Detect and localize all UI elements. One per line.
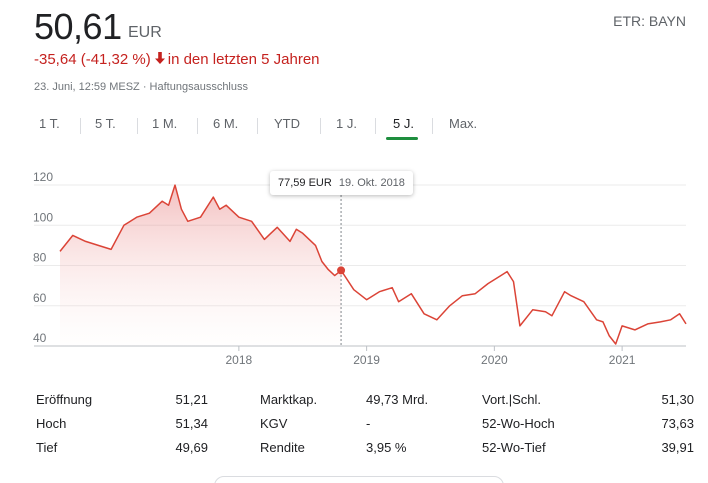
stat-value-high: 51,34 (175, 416, 208, 431)
stat-value-pe-ratio: - (366, 416, 371, 431)
y-tick-label: 60 (33, 291, 47, 305)
change-amount: -35,64 (-41,32 %) (34, 51, 151, 68)
tab-1-day[interactable]: 1 T. (39, 116, 60, 131)
price-area (60, 185, 342, 346)
tab-max[interactable]: Max. (449, 116, 478, 131)
price-change: -35,64 (-41,32 %) in den letzten 5 Jahren (34, 51, 320, 68)
tab-divider (257, 118, 258, 134)
current-price: 50,61 (34, 6, 122, 47)
arrow-down-icon (154, 52, 165, 64)
stat-label-pe-ratio: KGV (260, 416, 288, 431)
stat-label-dividend-yield: Rendite (260, 440, 305, 455)
stat-value-market-cap: 49,73 Mrd. (366, 392, 429, 407)
y-tick-label: 40 (33, 331, 47, 345)
tab-divider (197, 118, 198, 134)
x-tick-label: 2020 (481, 353, 508, 367)
stat-label-low: Tief (36, 440, 58, 455)
tooltip-date: 19. Okt. 2018 (338, 177, 405, 189)
x-tick-label: 2019 (353, 353, 380, 367)
price-tooltip: 77,59 EUR 19. Okt. 2018 (270, 171, 413, 195)
y-tick-label: 120 (33, 170, 53, 184)
timestamp-disclaimer[interactable]: 23. Juni, 12:59 MESZ · Haftungsausschlus… (34, 81, 248, 93)
more-info-button[interactable] (214, 476, 504, 483)
stat-label-market-cap: Marktkap. (260, 392, 318, 407)
tab-1-month[interactable]: 1 M. (152, 116, 178, 131)
hover-point (337, 266, 346, 275)
tab-divider (320, 118, 321, 134)
stat-value-dividend-yield: 3,95 % (366, 440, 407, 455)
tab-divider (80, 118, 81, 134)
tooltip-value: 77,59 EUR (278, 177, 332, 189)
tab-divider (137, 118, 138, 134)
tab-5-years[interactable]: 5 J. (393, 116, 414, 131)
tab-ytd[interactable]: YTD (274, 116, 300, 131)
stat-value-open: 51,21 (175, 392, 208, 407)
stat-value-previous-close: 51,30 (661, 392, 694, 407)
stat-value-low: 49,69 (175, 440, 208, 455)
chart-x-ticks (238, 346, 623, 351)
tab-5-days[interactable]: 5 T. (95, 116, 116, 131)
y-tick-label: 100 (33, 210, 53, 224)
stat-label-high: Hoch (36, 416, 67, 431)
stat-value-52-week-low: 39,91 (661, 440, 694, 455)
price-line (59, 184, 687, 345)
stat-label-52-week-low: 52-Wo-Tief (482, 440, 546, 455)
y-tick-label: 80 (33, 251, 47, 265)
change-period: in den letzten 5 Jahren (167, 51, 320, 68)
price-currency: EUR (128, 24, 162, 41)
tab-1-year[interactable]: 1 J. (336, 116, 357, 131)
stat-label-52-week-high: 52-Wo-Hoch (482, 416, 555, 431)
stat-value-52-week-high: 73,63 (661, 416, 694, 431)
stat-label-previous-close: Vort.|Schl. (482, 392, 542, 407)
tab-6-months[interactable]: 6 M. (213, 116, 239, 131)
stat-label-open: Eröffnung (36, 392, 93, 407)
chart-axis-labels: 120 100 80 60 40 2018 2019 2020 2021 (33, 170, 636, 367)
ticker-symbol: ETR: BAYN (613, 13, 686, 29)
x-tick-label: 2018 (226, 353, 253, 367)
x-tick-label: 2021 (609, 353, 636, 367)
tab-divider (375, 118, 376, 134)
active-tab-indicator (386, 137, 418, 140)
tab-divider (432, 118, 433, 134)
